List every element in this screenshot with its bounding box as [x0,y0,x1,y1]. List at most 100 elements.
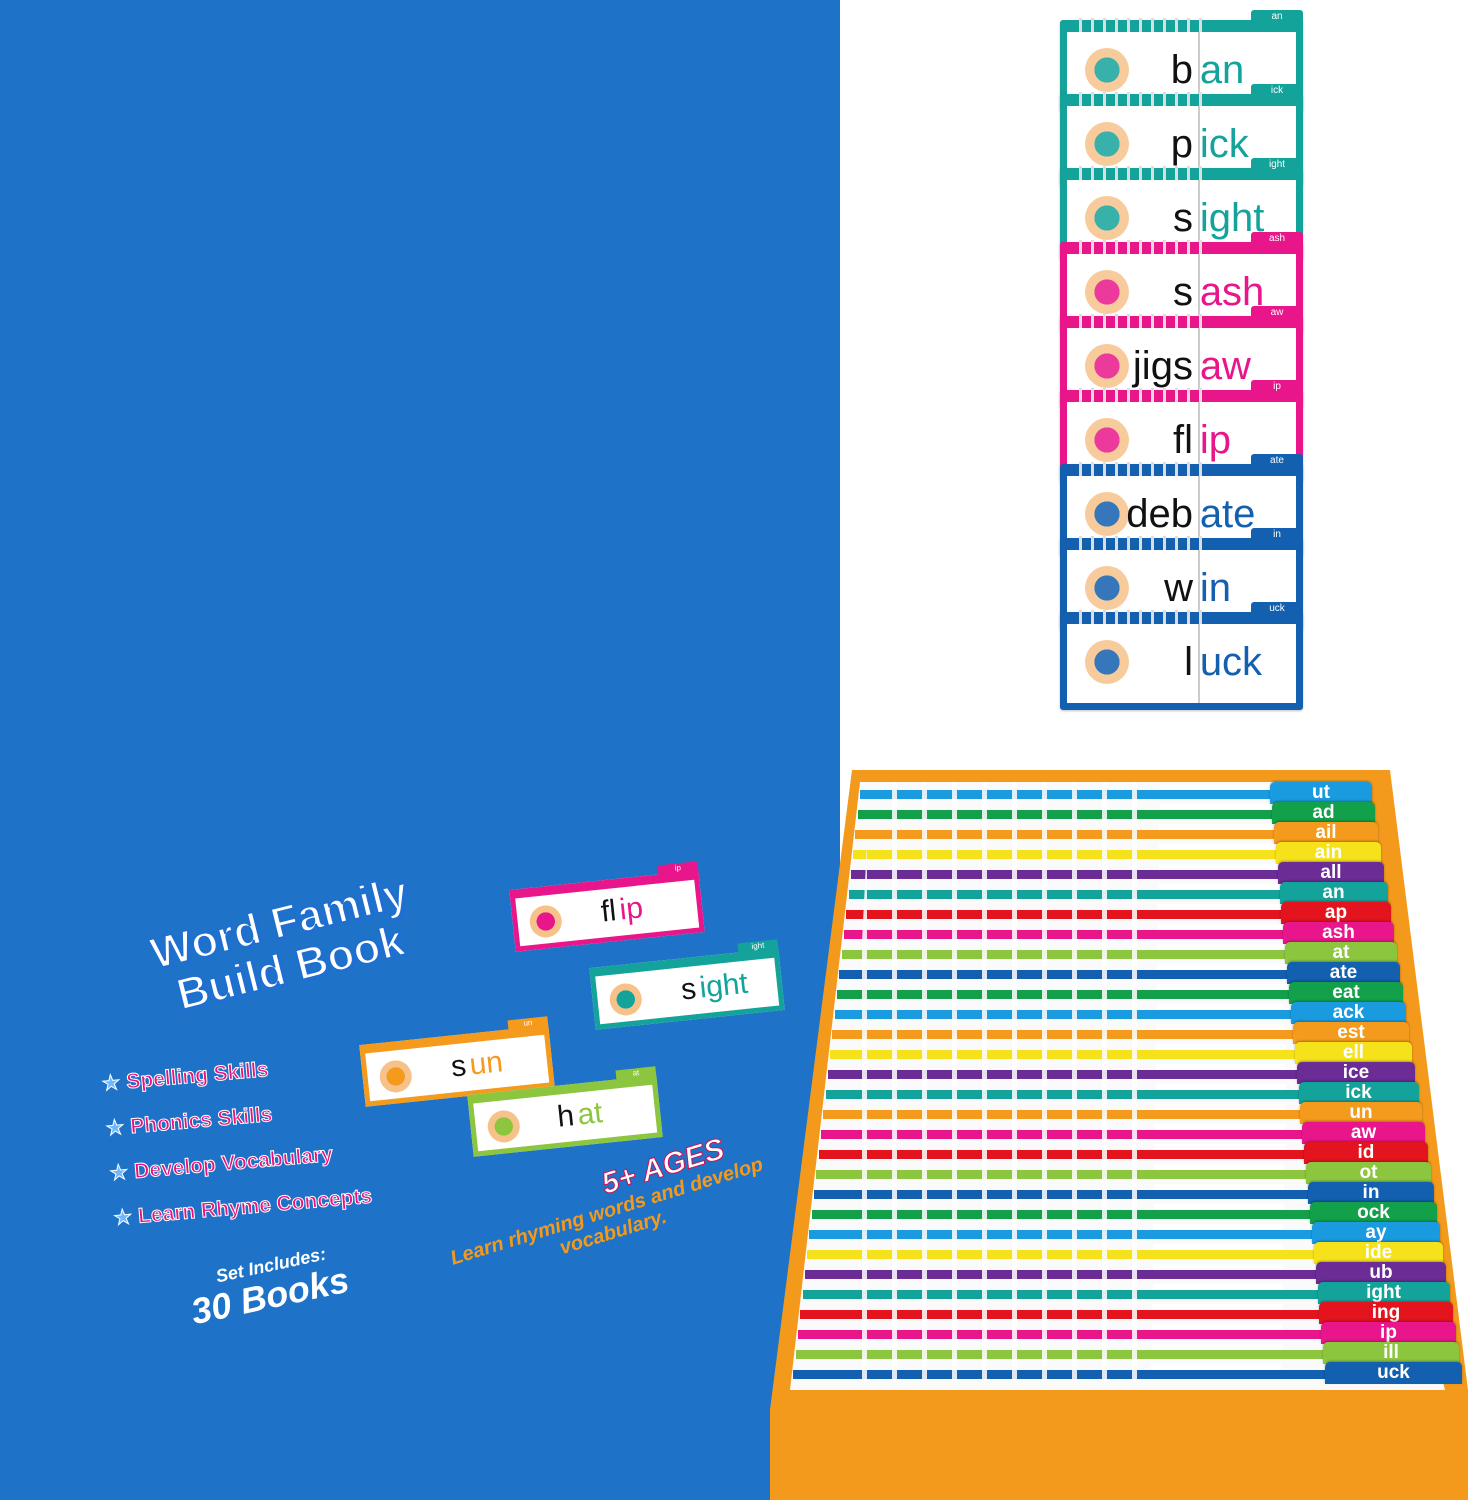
tray-tab: un [1300,1102,1422,1124]
page-edge [1151,1344,1282,1350]
word-prefix: s [679,972,698,1007]
page-edge [1156,1004,1287,1010]
girl-books-icon [1085,122,1129,166]
page-edge [1159,824,1290,830]
word-suffix: un [467,1045,505,1082]
box-blue-stripe [0,0,840,1500]
runner-icon [1085,566,1129,610]
page-edge [1158,904,1289,910]
page-edge [1158,884,1289,890]
card-tab: in [1251,528,1303,542]
spiral-binding [1073,536,1203,550]
card-tab: aw [1251,306,1303,320]
card-split [1197,328,1200,401]
feature-list: ★ Spelling Skills ★ Phonics Skills ★ Develo… [100,1049,375,1251]
page-edge [1157,984,1287,990]
tray-tab: ut [1270,782,1372,804]
star-icon: ★ [104,1115,126,1141]
page-edge [1160,784,1290,790]
star-icon: ★ [112,1205,134,1231]
word-prefix: b [1170,48,1193,92]
coin-flip-icon [1085,418,1129,462]
spiral-binding [1073,92,1203,106]
page-edge [1157,964,1288,970]
card-split [1197,550,1200,623]
card-column-right: an b an ick p ick ight s ight ash s ash aw jigs aw ip fl… [1060,0,1310,720]
word-prefix: s [449,1049,468,1084]
tray-tab: ad [1271,802,1376,824]
word-prefix: l [1184,640,1193,684]
page-edge [1153,1224,1284,1230]
tray-tab: ick [1298,1082,1419,1104]
word-prefix: s [1172,196,1193,240]
tray-tab: ail [1273,822,1379,844]
word-suffix: in [1199,566,1231,610]
product-box: Word Family Build Book ★ Spelling Skills … [0,0,840,1500]
card-split [1197,476,1200,549]
card-split [1197,180,1200,253]
word-prefix: p [1170,122,1193,166]
spiral-binding [1073,240,1203,254]
card-tab: an [1251,10,1303,24]
tray-tab: eat [1289,982,1403,1004]
word-prefix: s [1172,270,1193,314]
card-tab: ate [1251,454,1303,468]
page-edge [1157,924,1288,930]
princess-icon [1085,270,1129,314]
tray-tab: all [1277,862,1385,884]
feature-item: ★ Phonics Skills [104,1102,274,1141]
page-edge [1156,1024,1287,1030]
page-edge [1152,1284,1283,1290]
card-tab: ip [1251,380,1303,394]
word-suffix: ip [1199,418,1231,462]
word-suffix: ick [1199,122,1249,166]
card-tab: ick [1251,84,1303,98]
tray-tab: ot [1306,1162,1431,1184]
word-card: uck l uck [1060,602,1303,710]
spiral-binding [1073,388,1203,402]
tray-tab: ell [1294,1042,1413,1064]
word-suffix: ate [1199,492,1256,536]
spiral-binding [1073,462,1203,476]
word-prefix: deb [1126,492,1193,536]
hat-icon [486,1108,522,1145]
page-edge [1158,864,1289,870]
ban-sign-icon [1085,48,1129,92]
spiral-binding [1073,610,1203,624]
tray-tab: uck [1325,1362,1462,1384]
page-edge [1155,1104,1286,1110]
word-suffix: uck [1199,640,1263,684]
feature-item: ★ Learn Rhyme Concepts [112,1184,373,1231]
word-prefix: h [555,1099,576,1134]
puzzle-icon [1085,344,1129,388]
tray-tab: in [1308,1182,1434,1204]
page-edge [1152,1304,1283,1310]
tray-tab: ip [1321,1322,1456,1344]
word-prefix: w [1164,566,1193,610]
tray-tab: ock [1309,1202,1438,1224]
page-edge [1156,1044,1287,1050]
spiral-binding [1073,314,1203,328]
star-icon: ★ [100,1071,122,1097]
spiral-binding [1073,18,1203,32]
coin-flip-icon [528,903,564,940]
page-edge [1154,1164,1285,1170]
page-edge [1153,1204,1284,1210]
page-edge [1151,1364,1282,1370]
telescope-icon [608,981,644,1018]
tray-tab: ice [1296,1062,1416,1084]
telescope-icon [1085,196,1129,240]
page-edge [1154,1144,1285,1150]
card-tab: ash [1251,232,1303,246]
word-prefix: fl [1172,418,1193,462]
card-tab: uck [1251,602,1303,616]
spiral-bindings [840,782,1160,1382]
tray-tab: est [1292,1022,1410,1044]
sun-icon [378,1058,414,1095]
tray-tab: ide [1313,1242,1444,1264]
tray-tab: ap [1281,902,1391,924]
spiral-binding [1073,166,1203,180]
feature-item: ★ Develop Vocabulary [108,1142,334,1186]
tray-tab: ub [1315,1262,1447,1284]
page-edge [1157,944,1288,950]
